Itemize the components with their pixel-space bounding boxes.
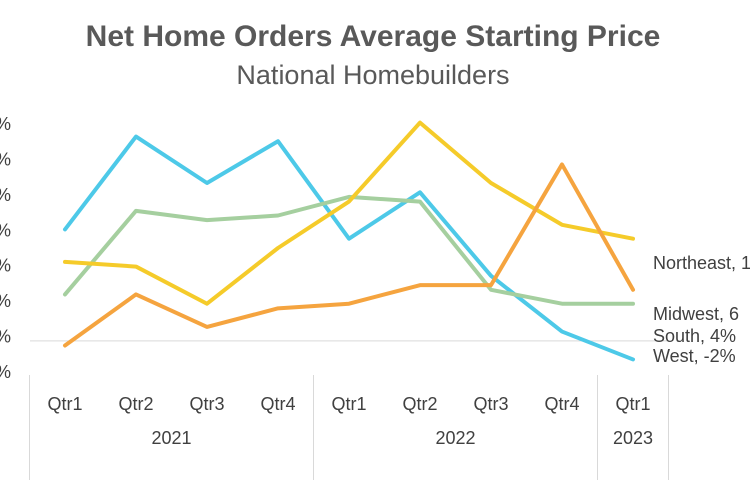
series-labels: West, -2%South, 4% Northeast, 1 Midwest, 6 xyxy=(653,253,750,366)
y-tick-label: % xyxy=(0,114,11,134)
x-tick-label: Qtr2 xyxy=(118,394,153,414)
series-line-northeast xyxy=(63,120,635,306)
x-group-label: 2023 xyxy=(613,428,653,448)
x-tick-label: Qtr3 xyxy=(473,394,508,414)
x-tick-label: Qtr1 xyxy=(47,394,82,414)
series-label-west: West, -2% xyxy=(653,346,736,366)
x-axis: Qtr1 Qtr2 Qtr3 Qtr4 Qtr1 Qtr2 Qtr3 Qtr4 Qtr1 2021… xyxy=(29,375,669,480)
y-tick-label: % xyxy=(0,291,11,311)
y-tick-label: % xyxy=(0,220,11,240)
x-tick-label: Qtr4 xyxy=(260,394,295,414)
x-group-label: 2022 xyxy=(435,428,475,448)
y-tick-label: % xyxy=(0,362,11,382)
x-tick-label: Qtr1 xyxy=(615,394,650,414)
y-axis-ticks: %%%%%%%% xyxy=(0,114,11,382)
series-label-south: South, 4% xyxy=(653,326,736,346)
series-lines xyxy=(63,120,635,362)
y-tick-label: % xyxy=(0,149,11,169)
x-tick-label: Qtr1 xyxy=(331,394,366,414)
x-tick-label: Qtr3 xyxy=(189,394,224,414)
chart-title: Net Home Orders Average Starting Price xyxy=(86,20,661,53)
series-line-midwest xyxy=(63,162,635,348)
series-label-midwest: Midwest, 6 xyxy=(653,304,739,324)
y-tick-label: % xyxy=(0,185,11,205)
y-tick-label: % xyxy=(0,327,11,347)
series-label-northeast: Northeast, 1 xyxy=(653,253,750,273)
x-group-label: 2021 xyxy=(151,428,191,448)
series-line-west xyxy=(63,134,635,362)
x-tick-label: Qtr4 xyxy=(544,394,579,414)
x-tick-label: Qtr2 xyxy=(402,394,437,414)
y-tick-label: % xyxy=(0,256,11,276)
series-line-south xyxy=(63,194,635,306)
chart-subtitle: National Homebuilders xyxy=(236,60,509,90)
